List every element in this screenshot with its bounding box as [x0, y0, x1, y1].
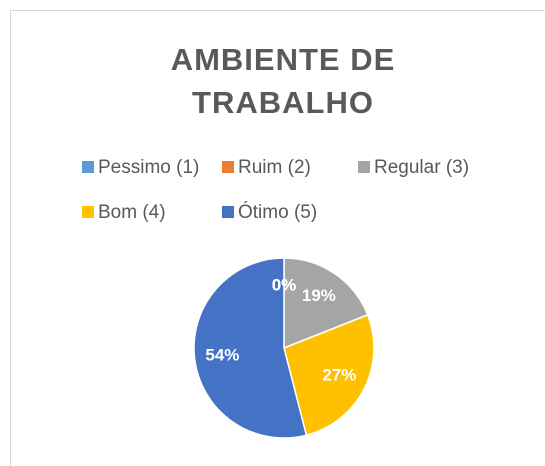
legend-swatch — [222, 161, 234, 173]
data-label: 19% — [302, 286, 336, 305]
legend-label: Ruim (2) — [238, 157, 311, 178]
chart-title: AMBIENTE DE TRABALHO — [170, 42, 396, 120]
legend-swatch — [82, 161, 94, 173]
legend-swatch — [358, 161, 370, 173]
legend-label: Bom (4) — [98, 202, 166, 223]
data-label: 54% — [205, 345, 239, 364]
legend-label: Regular (3) — [374, 157, 469, 178]
pie-slice — [193, 257, 308, 439]
data-label: 27% — [322, 366, 356, 385]
data-label: 0% — [272, 275, 297, 294]
data-label: 0% — [272, 275, 297, 294]
legend-label: Pessimo (1) — [98, 157, 199, 178]
legend-swatch — [222, 206, 234, 218]
legend-swatch — [82, 206, 94, 218]
pie-slice — [283, 313, 375, 437]
legend-label: Ótimo (5) — [238, 201, 317, 223]
chart-area — [10, 10, 545, 466]
pie-slice — [283, 257, 369, 350]
